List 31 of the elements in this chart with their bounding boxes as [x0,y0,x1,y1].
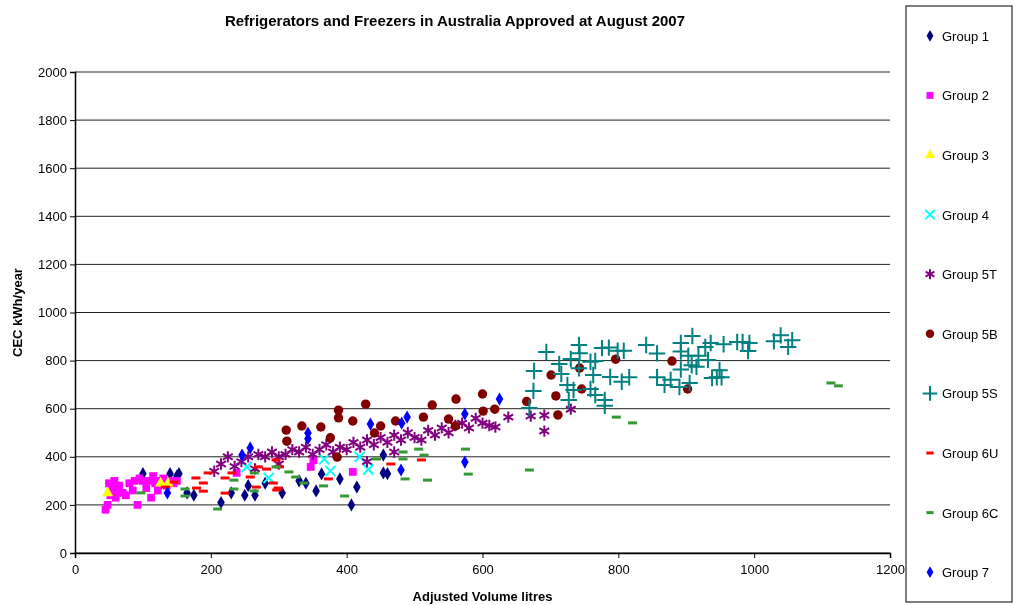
y-tick-label: 1000 [38,305,67,321]
x-tick-label: 0 [71,562,80,577]
legend-label: Group 6C [942,505,999,521]
legend-label: Group 5T [942,267,997,283]
legend-label: Group 5B [942,326,998,342]
y-axis-title: CEC kWh/year [10,268,25,357]
y-tick-label: 2000 [38,64,67,80]
x-tick-label: 1000 [740,562,770,577]
legend-label: Group 2 [942,88,989,104]
y-tick-label: 1800 [38,112,67,128]
x-tick-label: 800 [607,562,630,577]
y-tick-label: 1400 [38,208,67,224]
y-tick-label: 400 [45,449,67,465]
legend-label: Group 6U [942,446,999,461]
legend-label: Group 7 [942,565,989,581]
y-tick-label: 200 [45,497,67,513]
chart-title: Refrigerators and Freezers in Australia Approved at August 2007 [224,12,686,29]
x-tick-label: 600 [472,562,494,577]
legend-label: Group 3 [942,148,989,163]
x-tick-label: 400 [336,562,359,577]
y-tick-label: 1200 [38,257,67,273]
x-tick-label: 1200 [876,562,905,577]
y-tick-label: 600 [45,401,67,417]
legend-label: Group 4 [942,207,989,223]
legend-label: Group 1 [942,28,989,44]
legend-label: Group 5S [942,386,998,402]
x-tick-label: 200 [200,562,223,577]
y-tick-label: 800 [45,353,67,369]
x-axis-title: Adjusted Volume litres [412,589,553,604]
y-tick-label: 1600 [38,160,67,176]
y-tick-label: 0 [59,545,67,561]
